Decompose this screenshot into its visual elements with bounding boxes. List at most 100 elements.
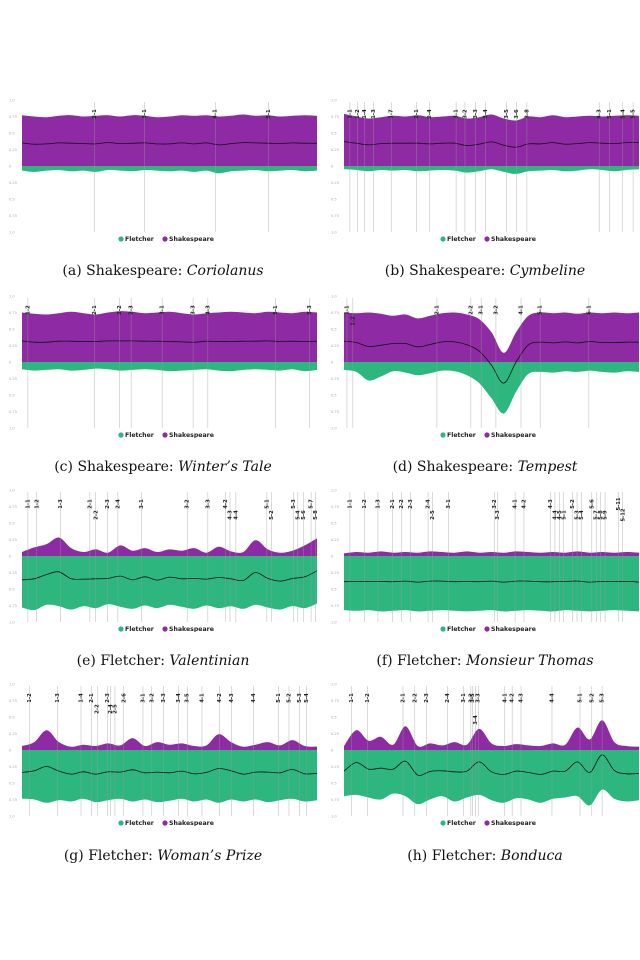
- scene-label: 4-4: [549, 693, 555, 703]
- caption-work: Coriolanus: [186, 263, 264, 279]
- scene-label: 2-5: [112, 704, 118, 714]
- chart-panel-h: 1.0 0.75 0.5 0.25 0 0.25 0.5 0.75 1.0 1-1 1-2 2-1 2-…: [330, 676, 640, 826]
- scene-label: 3-3: [161, 693, 167, 703]
- caption-label: (d): [392, 459, 417, 475]
- y-tick-label: 0: [331, 361, 334, 365]
- y-tick-label: 0.5: [9, 782, 15, 786]
- scene-label: 2-2: [93, 510, 99, 520]
- chart-panel-a: 1.0 0.75 0.5 0.25 0 0.25 0.5 0.75 1.0 2-1 3-1 4-1 5-…: [8, 92, 318, 242]
- y-tick-label: 1.0: [9, 99, 15, 103]
- caption-label: (c): [54, 459, 78, 475]
- legend-shakespeare-label: Shakespeare: [491, 236, 536, 242]
- legend-fletcher-label: Fletcher: [447, 820, 477, 826]
- y-tick-label: 1.0: [331, 621, 337, 625]
- scene-label: 3-4: [473, 715, 479, 725]
- scene-label: 4-4: [233, 510, 239, 520]
- y-tick-label: 0: [9, 361, 12, 365]
- scene-label: 1-2: [355, 109, 361, 119]
- scene-label: 5-6: [589, 499, 595, 509]
- scene-label: 3-1: [139, 499, 145, 509]
- shakespeare-area: [344, 312, 639, 362]
- y-tick-label: 1.0: [331, 815, 337, 819]
- legend-fletcher-swatch: [440, 236, 446, 242]
- y-tick-label: 1.0: [9, 231, 15, 235]
- scene-label: 5-1: [578, 693, 584, 703]
- y-tick-label: 0.75: [9, 410, 17, 414]
- legend-fletcher-label: Fletcher: [447, 236, 477, 242]
- y-tick-label: 1.0: [9, 621, 15, 625]
- y-tick-label: 0.5: [331, 588, 337, 592]
- scene-label: 4-3: [548, 499, 554, 509]
- scene-label: 4-3: [229, 693, 235, 703]
- scene-label: 1-1: [347, 499, 353, 509]
- legend-fletcher-swatch: [440, 626, 446, 632]
- caption-author: Fletcher:: [88, 848, 158, 864]
- scene-label: 5-5: [631, 109, 637, 119]
- y-tick-label: 1.0: [9, 683, 15, 687]
- legend: Fletcher Shakespeare: [118, 236, 214, 242]
- legend: Fletcher Shakespeare: [118, 626, 214, 632]
- scene-label: 2-1: [401, 693, 407, 703]
- scene-label: 5-4: [304, 693, 310, 703]
- chart-panel-e: 1.0 0.75 0.5 0.25 0 0.25 0.5 0.75 1.0 1-1 1-2 1-3 2-…: [8, 482, 318, 633]
- area-chart: 1.0 0.75 0.5 0.25 0 0.25 0.5 0.75 1.0 1-2 2-1 2-2 2-…: [9, 295, 318, 438]
- caption-work: Bonduca: [500, 848, 563, 864]
- scene-label: 6-1: [586, 305, 592, 315]
- y-tick-label: 0.75: [9, 699, 17, 703]
- scene-label: 4-1: [199, 693, 205, 703]
- y-tick-label: 0.25: [9, 181, 17, 185]
- y-tick-label: 0.75: [331, 505, 339, 509]
- scene-label: 5-8: [313, 510, 318, 520]
- scene-label: 1-2: [362, 499, 368, 509]
- scene-label: 5-6: [301, 510, 307, 520]
- scene-label: 2-1: [390, 499, 396, 509]
- y-tick-label: 0.25: [331, 538, 339, 542]
- y-tick-label: 0.5: [331, 394, 337, 398]
- legend-fletcher-label: Fletcher: [447, 626, 477, 632]
- legend-fletcher-label: Fletcher: [125, 820, 155, 826]
- scene-label: 2-4: [426, 499, 432, 509]
- panel-caption: (f) Fletcher: Monsieur Thomas: [330, 653, 640, 669]
- scene-label: 3-2: [468, 693, 474, 703]
- scene-label: 5-1: [607, 109, 613, 119]
- shakespeare-area: [22, 311, 317, 362]
- y-tick-label: 0.25: [331, 765, 339, 769]
- caption-work: Cymbeline: [509, 263, 586, 279]
- y-tick-label: 0.25: [331, 148, 339, 152]
- y-tick-label: 0.5: [9, 198, 15, 202]
- fletcher-area: [344, 750, 639, 806]
- scene-label: 2-1: [434, 305, 440, 315]
- chart-panel-g: 1.0 0.75 0.5 0.25 0 0.25 0.5 0.75 1.0 1-2 1-3 1-4 2-…: [8, 676, 318, 826]
- scene-label: 2-4: [115, 499, 121, 509]
- scene-label: 3-1: [140, 693, 146, 703]
- scene-label: 3-5: [470, 693, 476, 703]
- scene-label: 2-2: [468, 305, 474, 315]
- shakespeare-area: [344, 720, 639, 750]
- y-tick-label: 1.0: [331, 231, 337, 235]
- panel-caption: (e) Fletcher: Valentinian: [8, 653, 318, 669]
- scene-label: 5-11: [616, 497, 622, 510]
- y-tick-label: 0: [331, 749, 334, 753]
- fletcher-area: [344, 362, 639, 414]
- scene-label: 1-1: [347, 109, 353, 119]
- centre-line: [343, 580, 640, 583]
- fletcher-area: [344, 556, 639, 612]
- legend-shakespeare-swatch: [162, 820, 168, 826]
- y-tick-label: 0.25: [331, 732, 339, 736]
- chart-panel-f: 1.0 0.75 0.5 0.25 0 0.25 0.5 0.75 1.0 1-1 1-2 1-3 2-…: [330, 482, 640, 632]
- y-tick-label: 0.75: [331, 214, 339, 218]
- centre-line: [343, 340, 640, 384]
- scene-label: 4-2: [510, 693, 516, 703]
- caption-work: Winter’s Tale: [178, 459, 272, 475]
- scene-label: 1-7: [389, 109, 395, 119]
- scene-label: 5-9: [603, 510, 609, 520]
- y-tick-label: 0.75: [331, 410, 339, 414]
- scene-label: 1-2: [350, 316, 356, 326]
- y-tick-label: 0.75: [9, 505, 17, 509]
- scene-label: 3-6: [514, 109, 520, 119]
- scene-label: 2-4: [108, 704, 114, 714]
- centre-line: [21, 340, 318, 343]
- caption-label: (b): [384, 263, 410, 279]
- y-tick-label: 1.0: [331, 427, 337, 431]
- centre-line: [343, 141, 640, 148]
